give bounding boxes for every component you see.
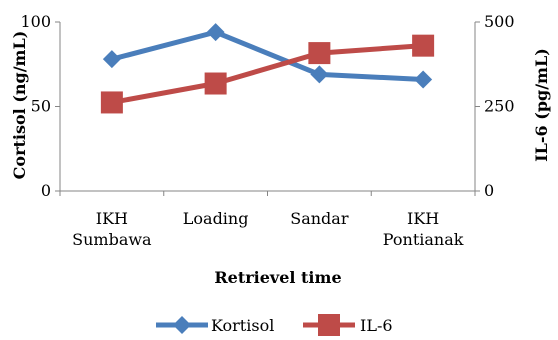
x-tick-label: Sandar [290,209,349,228]
chart-axes [55,21,480,196]
x-tick-label-line: Loading [183,209,249,228]
data-point [100,91,123,114]
legend-marker [318,314,340,336]
left-y-tick-label: 100 [20,12,51,31]
x-tick-label-line: Pontianak [383,230,464,249]
x-tick-label-line: Sumbawa [72,230,152,249]
data-point [102,50,121,69]
right-y-tick-labels: 0 250 500 [484,12,515,200]
left-y-axis-title: Cortisol (ng/mL) [10,31,29,180]
data-point [414,70,433,89]
x-tick-label-line: IKH [96,209,128,228]
series-kortisol [102,23,433,89]
x-tick-label-line: Sandar [290,209,349,228]
legend-label: Kortisol [211,316,274,335]
legend-marker [173,316,191,334]
right-y-tick-label: 0 [484,181,494,200]
data-point [412,34,435,57]
data-point [206,23,225,42]
data-point [308,42,331,65]
left-y-tick-label: 50 [31,97,51,116]
left-y-tick-label: 0 [41,181,51,200]
x-tick-label: Loading [183,209,249,228]
series-line [109,43,426,105]
x-tick-label: IKH Pontianak [383,209,464,249]
x-axis-title: Retrievel time [214,268,341,287]
x-tick-label: IKH Sumbawa [72,209,152,249]
x-tick-label-line: IKH [407,209,439,228]
series-layer [100,23,435,114]
right-y-tick-label: 250 [484,97,515,116]
data-point [204,72,227,95]
legend-label: IL-6 [360,316,393,335]
legend: Kortisol IL-6 [156,314,393,336]
series-line [109,29,426,82]
left-y-tick-labels: 0 50 100 [20,12,51,200]
data-point [310,65,329,84]
right-y-tick-label: 500 [484,12,515,31]
x-tick-labels: IKH Sumbawa Loading Sandar IKH Pontianak [72,209,464,249]
series-il-6 [100,34,435,114]
right-y-axis-title: IL-6 (pg/mL) [532,48,551,162]
